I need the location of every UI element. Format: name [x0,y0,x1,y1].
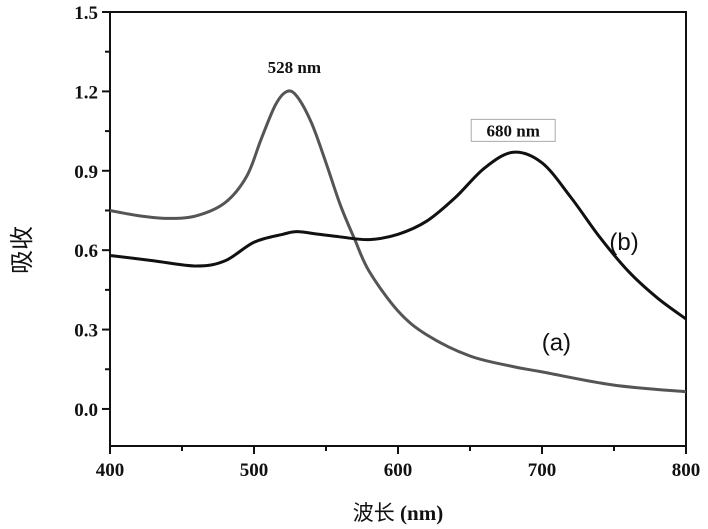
x-tick-label: 800 [672,460,701,481]
x-axis-label-unit: (nm) [400,501,443,525]
x-axis-label: 波长 (nm) [353,501,443,525]
series-line-a [109,89,687,394]
series-label: (b) [609,229,638,256]
plot-frame [109,11,687,447]
x-axis-label-prefix: 波长 [353,501,395,525]
y-tick-label: 0.3 [74,321,98,342]
series-line-b [109,150,687,321]
y-tick-label: 1.5 [74,3,98,24]
y-tick-label: 0.6 [74,241,98,262]
peak-label: 528 nm [268,58,321,77]
y-tick-label: 0.0 [74,400,98,421]
x-tick-label: 500 [240,460,269,481]
y-axis-label: 吸收 [9,226,36,274]
y-tick-label: 1.2 [74,82,98,103]
y-tick-label: 0.9 [74,162,98,183]
series-label: (a) [542,330,571,357]
peak-label-box [470,118,556,142]
peak-label: 680 nm [487,121,540,140]
x-tick-label: 600 [384,460,413,481]
x-tick-label: 700 [528,460,557,481]
x-tick-label: 400 [96,460,125,481]
